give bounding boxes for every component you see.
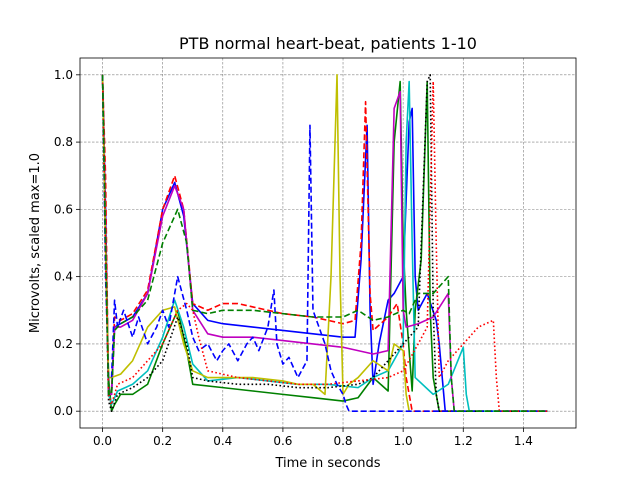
- series-group: [101, 74, 548, 412]
- chart-title: PTB normal heart-beat, patients 1-10: [179, 34, 477, 53]
- x-axis-label: Time in seconds: [274, 456, 380, 471]
- x-tick-label: 0.6: [273, 434, 292, 448]
- series-line-5: [101, 74, 456, 412]
- x-tick-label: 1.0: [394, 434, 413, 448]
- series-line-6: [101, 74, 410, 412]
- y-tick-label: 1.0: [54, 68, 73, 82]
- y-tick-label: 0.2: [54, 337, 73, 351]
- x-tick-label: 0.0: [93, 434, 112, 448]
- series-line-10: [101, 74, 548, 412]
- x-tick-label: 0.4: [213, 434, 232, 448]
- x-tick-label: 0.2: [153, 434, 172, 448]
- ticks: 0.0 0.2 0.4 0.6 0.8 1.0 1.2 1.4 0.0 0.2 0.4 0.6 0.8 1…: [54, 68, 533, 448]
- y-tick-label: 0.6: [54, 202, 73, 216]
- plot-background: [80, 58, 576, 428]
- grid: [80, 58, 576, 428]
- y-tick-label: 0.0: [54, 404, 73, 418]
- y-tick-label: 0.8: [54, 135, 73, 149]
- y-tick-label: 0.4: [54, 270, 73, 284]
- x-tick-label: 1.4: [514, 434, 533, 448]
- x-tick-label: 0.8: [333, 434, 352, 448]
- plot-frame: [79, 57, 577, 429]
- series-line-2: [101, 74, 548, 412]
- y-axis-label: Microvolts, scaled max=1.0: [28, 153, 43, 333]
- series-line-8: [101, 74, 548, 412]
- x-tick-label: 1.2: [454, 434, 473, 448]
- series-line-3: [101, 74, 548, 412]
